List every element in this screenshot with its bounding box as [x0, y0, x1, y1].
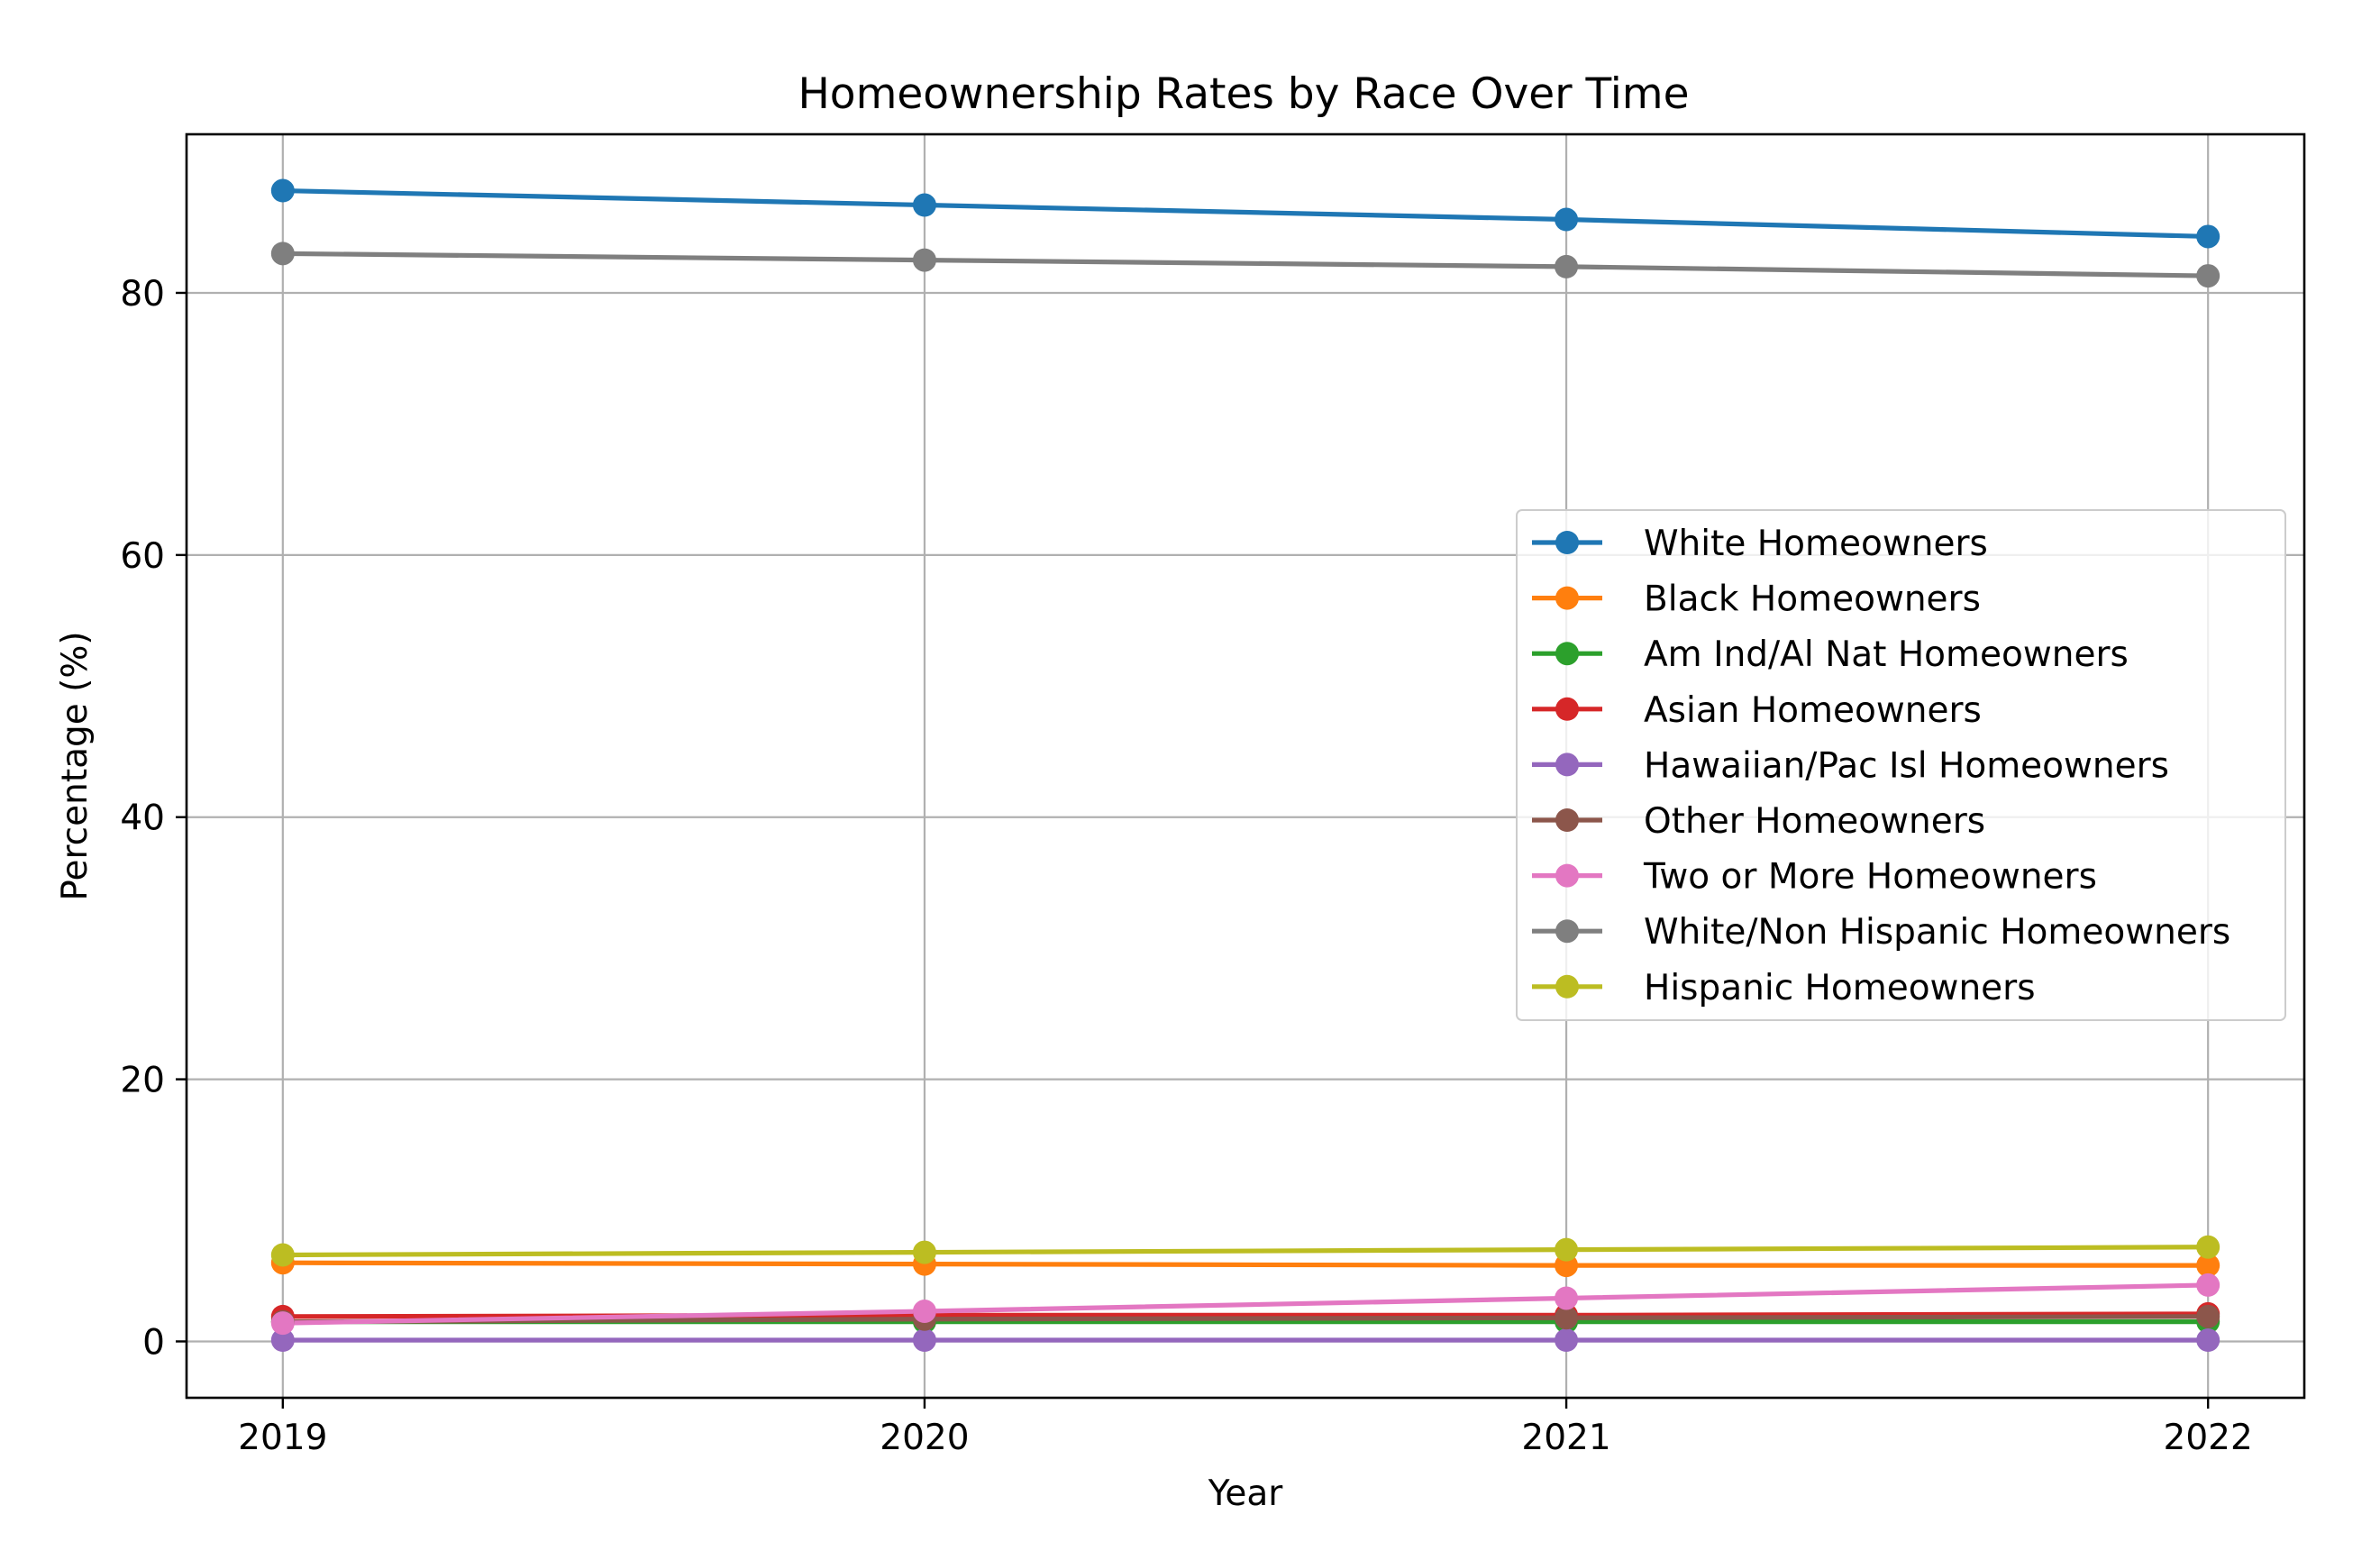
legend-marker	[1555, 642, 1579, 666]
chart-title: Homeownership Rates by Race Over Time	[798, 69, 1689, 119]
legend-label: Hispanic Homeowners	[1644, 968, 2036, 1008]
legend-box	[1516, 509, 2286, 1021]
y-tick-label: 40	[120, 798, 165, 839]
series-line-7	[282, 251, 2209, 278]
y-tick-label: 0	[142, 1322, 165, 1363]
data-point	[912, 1300, 936, 1324]
legend-label: Black Homeowners	[1644, 579, 1981, 620]
data-point	[270, 178, 295, 203]
data-point	[1555, 207, 1579, 232]
y-tick-label: 80	[120, 274, 165, 315]
data-point	[912, 1240, 936, 1264]
x-tick-label: 2019	[238, 1418, 327, 1458]
series-line-8	[282, 1245, 2209, 1258]
data-point	[912, 1328, 936, 1353]
data-point	[2196, 1328, 2220, 1353]
series-line-6	[282, 1282, 2209, 1326]
plot-frame	[185, 132, 2306, 1400]
data-point	[1555, 254, 1579, 278]
x-tick-label: 2020	[880, 1418, 969, 1458]
y-axis-label: Percentage (%)	[55, 631, 96, 900]
legend-label: White/Non Hispanic Homeowners	[1644, 912, 2230, 953]
data-point	[270, 1243, 295, 1267]
x-axis-label: Year	[1208, 1473, 1284, 1514]
legend-marker	[1555, 586, 1579, 610]
legend-marker	[1555, 531, 1579, 554]
data-point	[1555, 1328, 1579, 1353]
data-point	[270, 242, 295, 266]
x-tick-label: 2021	[1521, 1418, 1610, 1458]
legend-label: Two or More Homeowners	[1643, 857, 2097, 898]
y-tick-label: 20	[120, 1061, 165, 1101]
data-point	[2196, 264, 2220, 288]
legend-marker	[1555, 974, 1579, 999]
series-line-5	[282, 1314, 2209, 1325]
legend-label: Other Homeowners	[1644, 801, 1985, 842]
legend-label: Am Ind/Al Nat Homeowners	[1644, 634, 2129, 675]
data-point	[912, 193, 936, 217]
data-point	[1555, 1237, 1579, 1262]
data-point	[1555, 1306, 1579, 1330]
data-point	[2196, 224, 2220, 249]
legend-marker	[1555, 697, 1579, 721]
data-point	[2196, 1235, 2220, 1259]
legend-label: Asian Homeowners	[1644, 690, 1982, 731]
series-lines	[282, 187, 2209, 1343]
series-line-0	[282, 187, 2209, 240]
legend-marker	[1555, 753, 1579, 777]
series-markers	[270, 178, 2220, 1353]
data-point	[2196, 1304, 2220, 1328]
data-point	[2196, 1273, 2220, 1297]
x-tick-label: 2022	[2164, 1418, 2253, 1458]
data-point	[1555, 1286, 1579, 1310]
series-line-1	[282, 1260, 2209, 1268]
legend-label: Hawaiian/Pac Isl Homeowners	[1644, 745, 2169, 786]
axis-ticks: 2019 2020 2021 2022 0 20 40 60 80	[120, 274, 2252, 1458]
y-tick-label: 60	[120, 536, 165, 577]
legend-label: White Homeowners	[1644, 524, 1988, 564]
data-point	[2196, 1254, 2220, 1278]
data-point	[270, 1328, 295, 1353]
legend-marker	[1555, 863, 1579, 888]
data-point	[270, 1311, 295, 1336]
legend-marker	[1555, 808, 1579, 832]
legend: White Homeowners Black Homeowners Am Ind/A…	[1516, 509, 2286, 1021]
legend-marker	[1555, 919, 1579, 944]
data-point	[912, 248, 936, 272]
